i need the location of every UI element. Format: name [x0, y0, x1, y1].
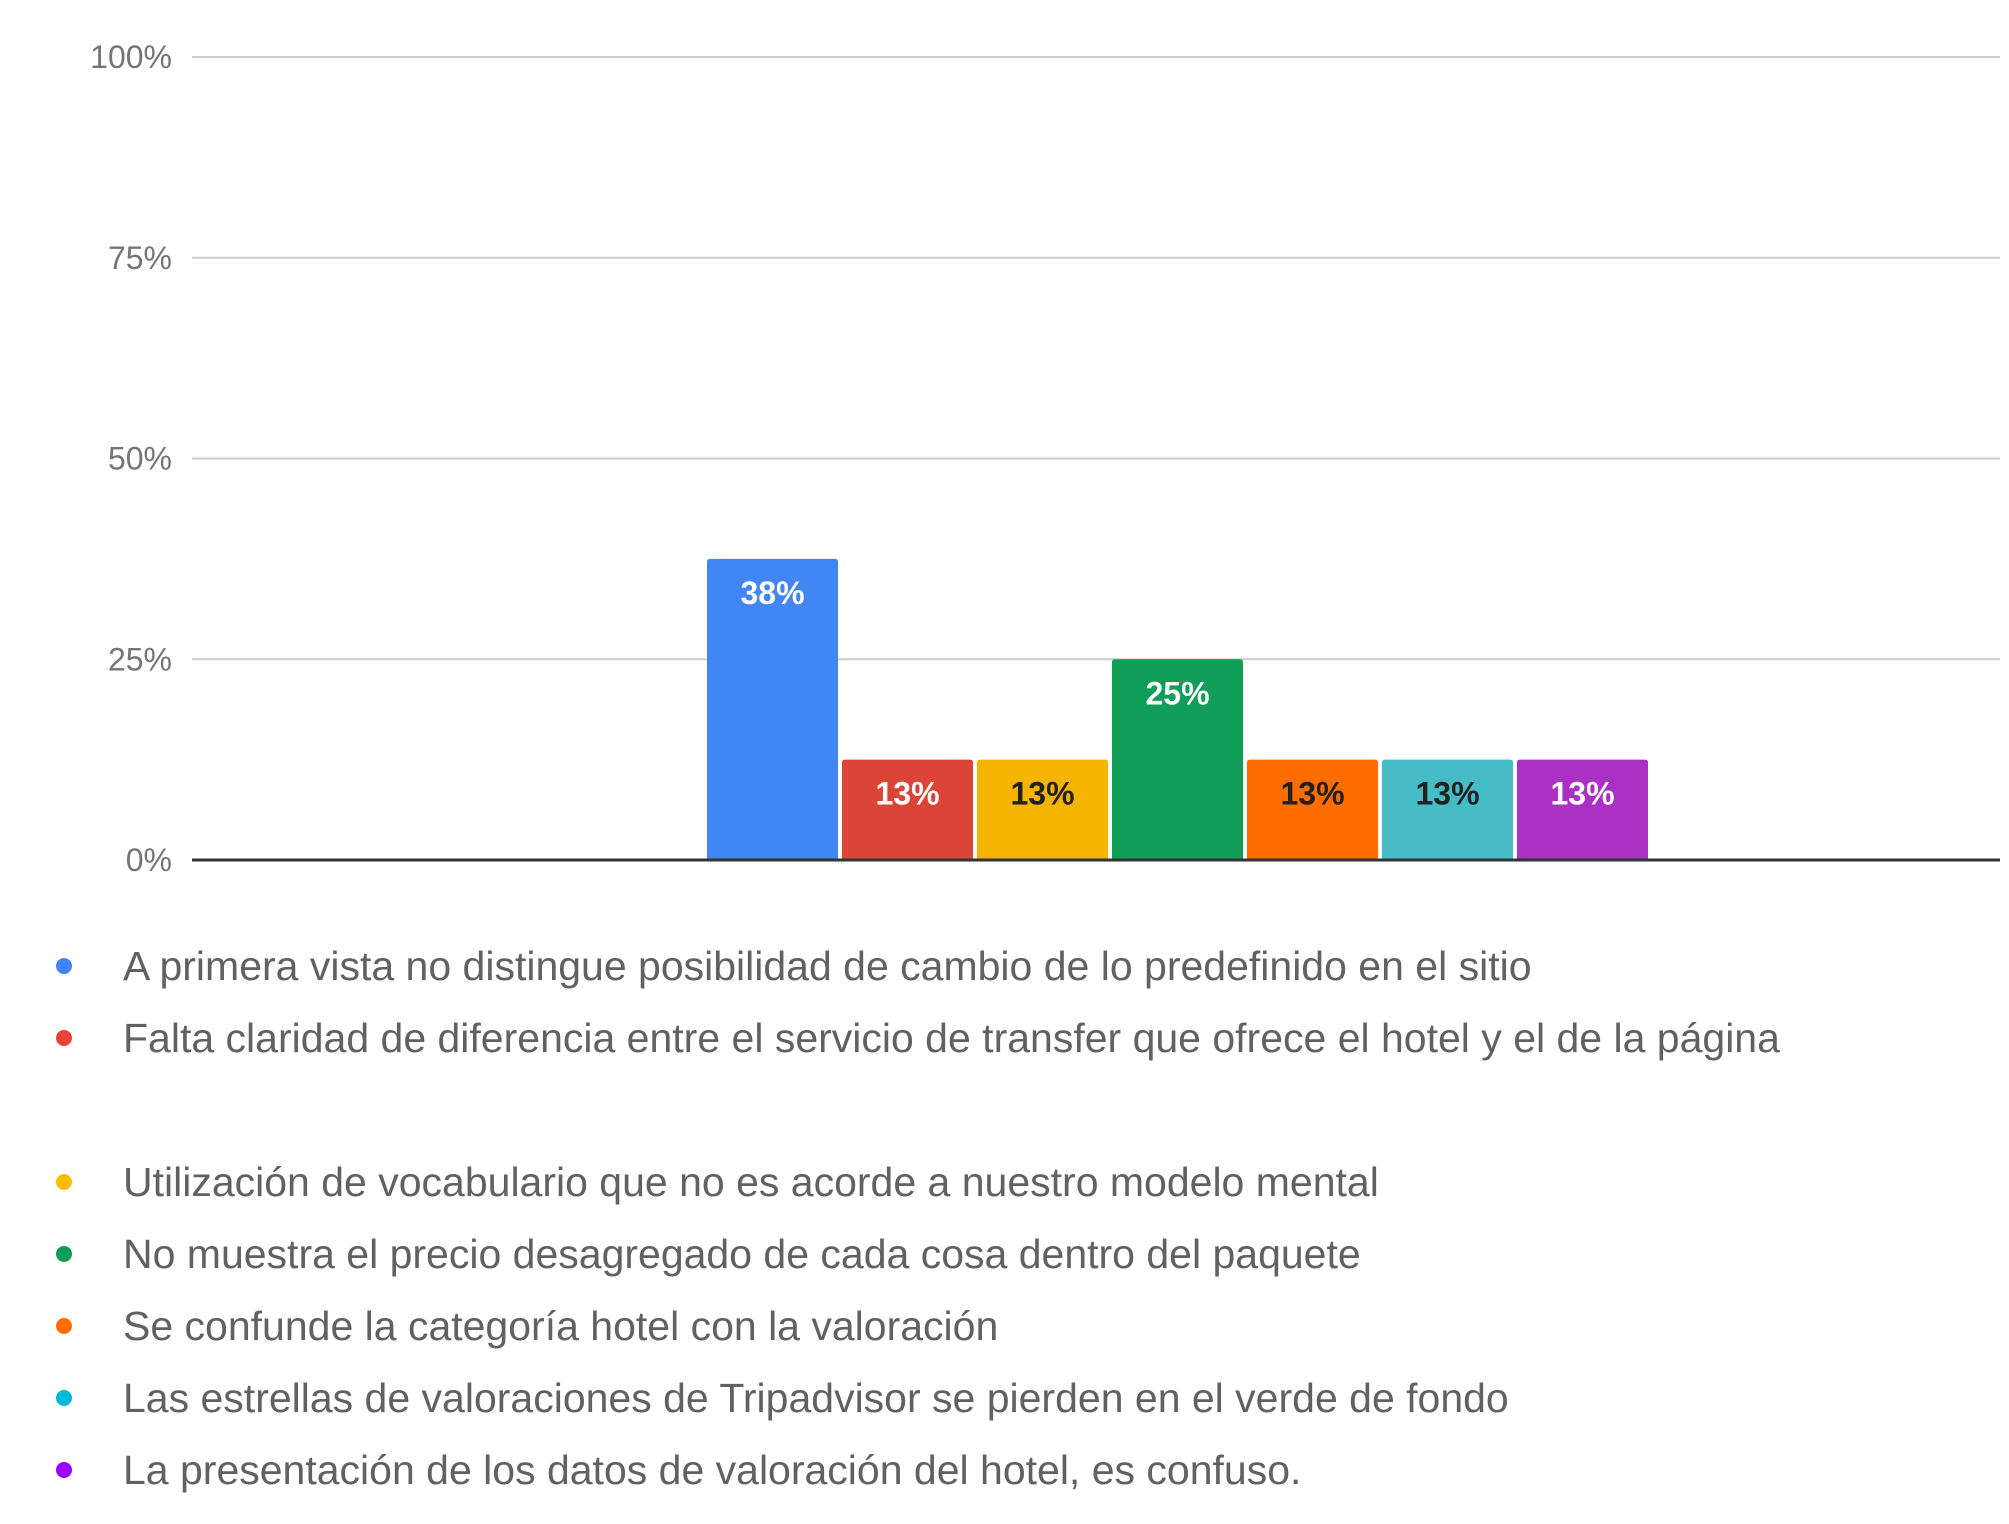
bar[interactable]: [1382, 759, 1513, 860]
legend-dot-icon: [56, 1246, 72, 1262]
bar[interactable]: [977, 759, 1108, 860]
bar-data-label: 38%: [740, 575, 804, 611]
y-axis-ticks: 0% 25% 50% 75% 100%: [90, 39, 172, 878]
bars: 38% 13% 13% 25% 13% 13% 13%: [707, 558, 1648, 860]
legend-dot-icon: [56, 1030, 72, 1046]
bar-data-label: 25%: [1145, 675, 1209, 711]
bar-chart: 0% 25% 50% 75% 100% 38% 13% 13% 25% 13% 13% 13%: [90, 39, 2000, 878]
legend-label: La presentación de los datos de valoraci…: [123, 1447, 1302, 1493]
legend-dot-icon: [56, 1318, 72, 1334]
y-tick-label: 50%: [108, 441, 172, 477]
legend-label: Falta claridad de diferencia entre el se…: [123, 1015, 1780, 1061]
bar[interactable]: [1112, 659, 1243, 860]
legend-label: No muestra el precio desagregado de cada…: [123, 1231, 1361, 1277]
bar-data-label: 13%: [1415, 776, 1479, 812]
legend-label: Se confunde la categoría hotel con la va…: [123, 1303, 999, 1349]
legend-label: A primera vista no distingue posibilidad…: [123, 943, 1532, 989]
legend-dot-icon: [56, 1462, 72, 1478]
bar-data-label: 13%: [1280, 776, 1344, 812]
y-tick-label: 100%: [90, 39, 172, 75]
y-tick-label: 0%: [126, 842, 172, 878]
bar-data-label: 13%: [875, 776, 939, 812]
bar[interactable]: [707, 558, 838, 860]
legend-dot-icon: [56, 1390, 72, 1406]
bar-data-label: 13%: [1550, 776, 1614, 812]
bar[interactable]: [1247, 759, 1378, 860]
y-tick-label: 25%: [108, 641, 172, 677]
legend-dot-icon: [56, 1174, 72, 1190]
bar[interactable]: [1517, 759, 1648, 860]
bar[interactable]: [842, 759, 973, 860]
legend-label: Utilización de vocabulario que no es aco…: [123, 1159, 1379, 1205]
legend-dot-icon: [56, 958, 72, 974]
legend-label: Las estrellas de valoraciones de Tripadv…: [123, 1375, 1509, 1421]
gridlines: [192, 56, 2000, 661]
bar-data-label: 13%: [1010, 776, 1074, 812]
y-tick-label: 75%: [108, 240, 172, 276]
